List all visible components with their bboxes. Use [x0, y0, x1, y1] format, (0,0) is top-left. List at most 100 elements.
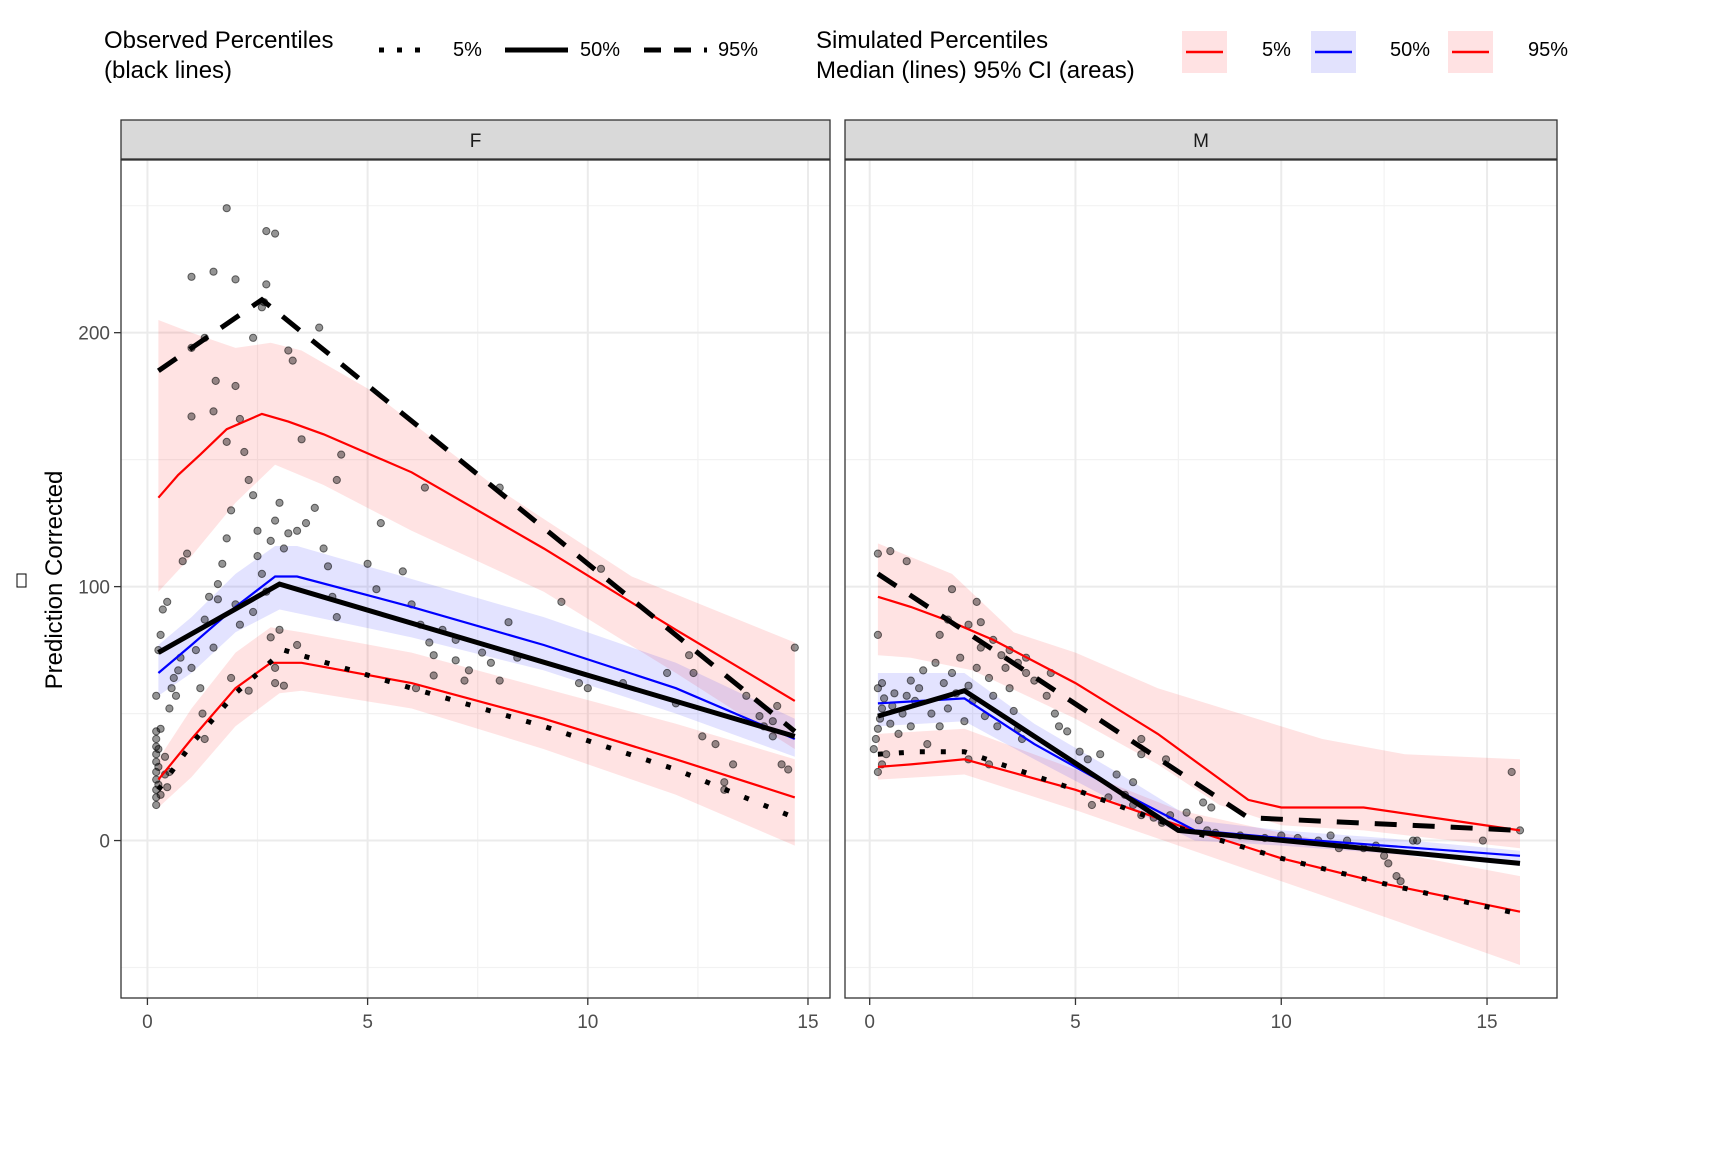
data-point — [249, 333, 258, 342]
data-point — [425, 638, 434, 647]
data-point — [947, 668, 957, 678]
data-point — [596, 564, 606, 573]
data-point — [205, 592, 214, 601]
data-point — [262, 227, 271, 236]
data-point — [1063, 727, 1072, 736]
data-point — [222, 204, 231, 213]
data-point — [504, 618, 513, 627]
data-point — [685, 651, 694, 660]
data-point — [711, 740, 720, 749]
y-tick-label: 100 — [78, 578, 110, 599]
data-point — [984, 673, 994, 683]
data-point — [882, 750, 891, 759]
data-point — [200, 734, 209, 744]
data-point — [1050, 709, 1060, 718]
sim-p95-ci-area — [158, 320, 795, 750]
data-point — [935, 722, 944, 731]
data-point — [1112, 770, 1121, 779]
data-point — [158, 605, 167, 614]
data-point — [154, 762, 163, 772]
strip-label: M — [1193, 131, 1209, 152]
data-point — [768, 732, 777, 741]
data-point — [222, 534, 231, 543]
data-point — [947, 585, 957, 594]
data-point — [1507, 767, 1516, 777]
legend-observed: Observed Percentiles (black lines) 5% 50… — [104, 27, 758, 84]
sim-p50-ci-area — [877, 673, 1520, 866]
data-point — [935, 630, 944, 640]
data-point — [583, 684, 592, 693]
legend-label-observed-p95: 95% — [718, 39, 758, 61]
data-point — [156, 724, 165, 733]
legend-label-sim-p50: 50% — [1390, 39, 1430, 61]
panel-border — [844, 159, 1558, 999]
data-point — [755, 712, 764, 721]
data-point — [871, 734, 881, 744]
data-point — [152, 727, 161, 736]
data-point — [209, 267, 218, 276]
data-point — [989, 691, 998, 700]
data-point — [301, 519, 311, 528]
panel-background — [121, 160, 830, 998]
data-point — [319, 544, 328, 553]
data-point — [873, 724, 883, 733]
legend-simulated-title-line1: Simulated Percentiles — [816, 27, 1048, 54]
sim-p5-ci-area — [158, 627, 795, 846]
observed-p5-line — [156, 647, 796, 821]
data-point — [1001, 663, 1010, 673]
observed-p95-line — [876, 571, 1521, 833]
data-point — [310, 503, 319, 512]
legend-label-observed-p50: 50% — [580, 39, 620, 61]
sim-p5-ci-area — [877, 728, 1520, 965]
data-point — [323, 562, 333, 571]
legend-observed-title-line2: (black lines) — [104, 57, 232, 84]
data-point — [777, 760, 786, 769]
data-point — [376, 519, 385, 528]
data-point — [902, 691, 911, 700]
data-point — [152, 734, 161, 744]
sim-p95-ci-area — [877, 543, 1520, 849]
data-point — [964, 681, 973, 690]
data-point — [464, 666, 473, 675]
strip-f — [120, 119, 831, 160]
data-point — [784, 765, 793, 774]
data-point — [773, 701, 782, 711]
data-point — [297, 435, 306, 444]
data-point — [227, 506, 236, 515]
data-point — [152, 800, 161, 810]
data-point — [1129, 778, 1138, 787]
data-point — [187, 272, 196, 281]
strip-m — [844, 119, 1558, 160]
y-axis-title-group: Prediction Corrected — [41, 471, 68, 690]
panel-f: F 0 5 10 15 0 100 200 — [78, 119, 831, 1033]
data-point — [927, 709, 936, 718]
data-point — [275, 625, 284, 634]
data-point — [183, 549, 192, 558]
data-point — [894, 729, 903, 739]
data-point — [218, 559, 227, 568]
data-point — [253, 552, 262, 561]
data-point — [249, 607, 258, 617]
data-point — [1396, 877, 1405, 886]
data-point — [1054, 722, 1064, 731]
data-point — [271, 516, 280, 525]
data-point — [266, 536, 275, 546]
data-point — [213, 595, 222, 604]
sim-p50-median-line — [157, 575, 796, 741]
data-point — [1137, 734, 1146, 744]
data-point — [495, 676, 504, 685]
panels: F 0 5 10 15 0 100 200 M 0 5 10 15 — [78, 119, 1558, 1033]
data-point — [279, 681, 288, 690]
data-point — [257, 569, 266, 579]
sim-p5-median-line — [877, 758, 1521, 913]
x-tick-label: 0 — [142, 1012, 153, 1033]
data-point — [156, 630, 165, 640]
data-point — [222, 437, 231, 446]
data-point — [997, 651, 1006, 660]
data-point — [169, 673, 178, 683]
data-point — [266, 633, 275, 642]
data-point — [165, 704, 174, 713]
x-tick-label: 15 — [1476, 1012, 1497, 1033]
panel-background — [845, 160, 1557, 998]
data-point — [191, 646, 200, 655]
